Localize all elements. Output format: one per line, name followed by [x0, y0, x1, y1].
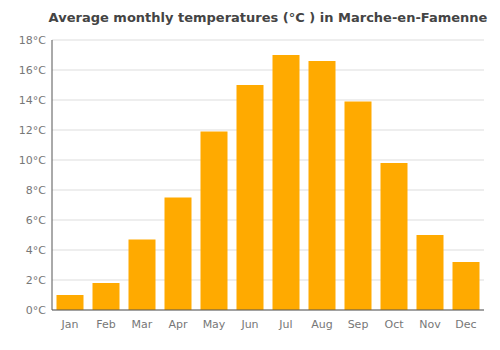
x-tick-label: Sep [348, 318, 369, 331]
x-tick-label: Nov [419, 318, 441, 331]
bar [453, 262, 480, 310]
y-tick-label: 0°C [26, 304, 46, 317]
x-tick-label: Jul [278, 318, 292, 331]
grid-line [52, 220, 484, 221]
x-tick-label: Oct [384, 318, 404, 331]
y-tick-label: 4°C [26, 244, 46, 257]
x-tick-label: May [203, 318, 226, 331]
x-tick-label: Aug [311, 318, 332, 331]
bar [345, 102, 372, 311]
y-tick-label: 10°C [19, 154, 46, 167]
grid [52, 40, 484, 310]
x-axis-ticks: Jan Feb Mar Apr May Jun Jul Aug Sep Oct Nov Dec [61, 318, 477, 331]
chart-container: Average monthly temperatures (°C ) in Ma… [0, 0, 500, 350]
bar [309, 61, 336, 310]
y-axis-ticks: 0°C 2°C 4°C 6°C 8°C 10°C 12°C 14°C 16°C 18°C [19, 34, 46, 317]
y-tick-label: 6°C [26, 214, 46, 227]
grid-line [52, 100, 484, 101]
chart: Average monthly temperatures (°C ) in Ma… [0, 0, 500, 350]
x-tick-label: Jun [240, 318, 258, 331]
bar [165, 198, 192, 311]
bar [201, 132, 228, 311]
y-tick-label: 18°C [19, 34, 46, 47]
x-tick-label: Mar [132, 318, 153, 331]
grid-line [52, 130, 484, 131]
y-tick-label: 8°C [26, 184, 46, 197]
bar [93, 283, 120, 310]
y-tick-label: 16°C [19, 64, 46, 77]
bar [129, 240, 156, 311]
y-tick-label: 14°C [19, 94, 46, 107]
title: Average monthly temperatures (°C ) in Ma… [49, 10, 488, 25]
y-axis-line [52, 40, 53, 310]
grid-line [52, 310, 484, 311]
bar [237, 85, 264, 310]
x-tick-label: Apr [168, 318, 188, 331]
x-tick-label: Dec [455, 318, 476, 331]
x-axis-line [52, 310, 484, 311]
bar [417, 235, 444, 310]
bars [57, 55, 480, 310]
y-tick-label: 2°C [26, 274, 46, 287]
y-tick-label: 12°C [19, 124, 46, 137]
bar [381, 163, 408, 310]
grid-line [52, 70, 484, 71]
x-tick-label: Feb [96, 318, 115, 331]
grid-line [52, 40, 484, 41]
bar [273, 55, 300, 310]
bar [57, 295, 84, 310]
grid-line [52, 190, 484, 191]
x-tick-label: Jan [61, 318, 79, 331]
grid-line [52, 160, 484, 161]
